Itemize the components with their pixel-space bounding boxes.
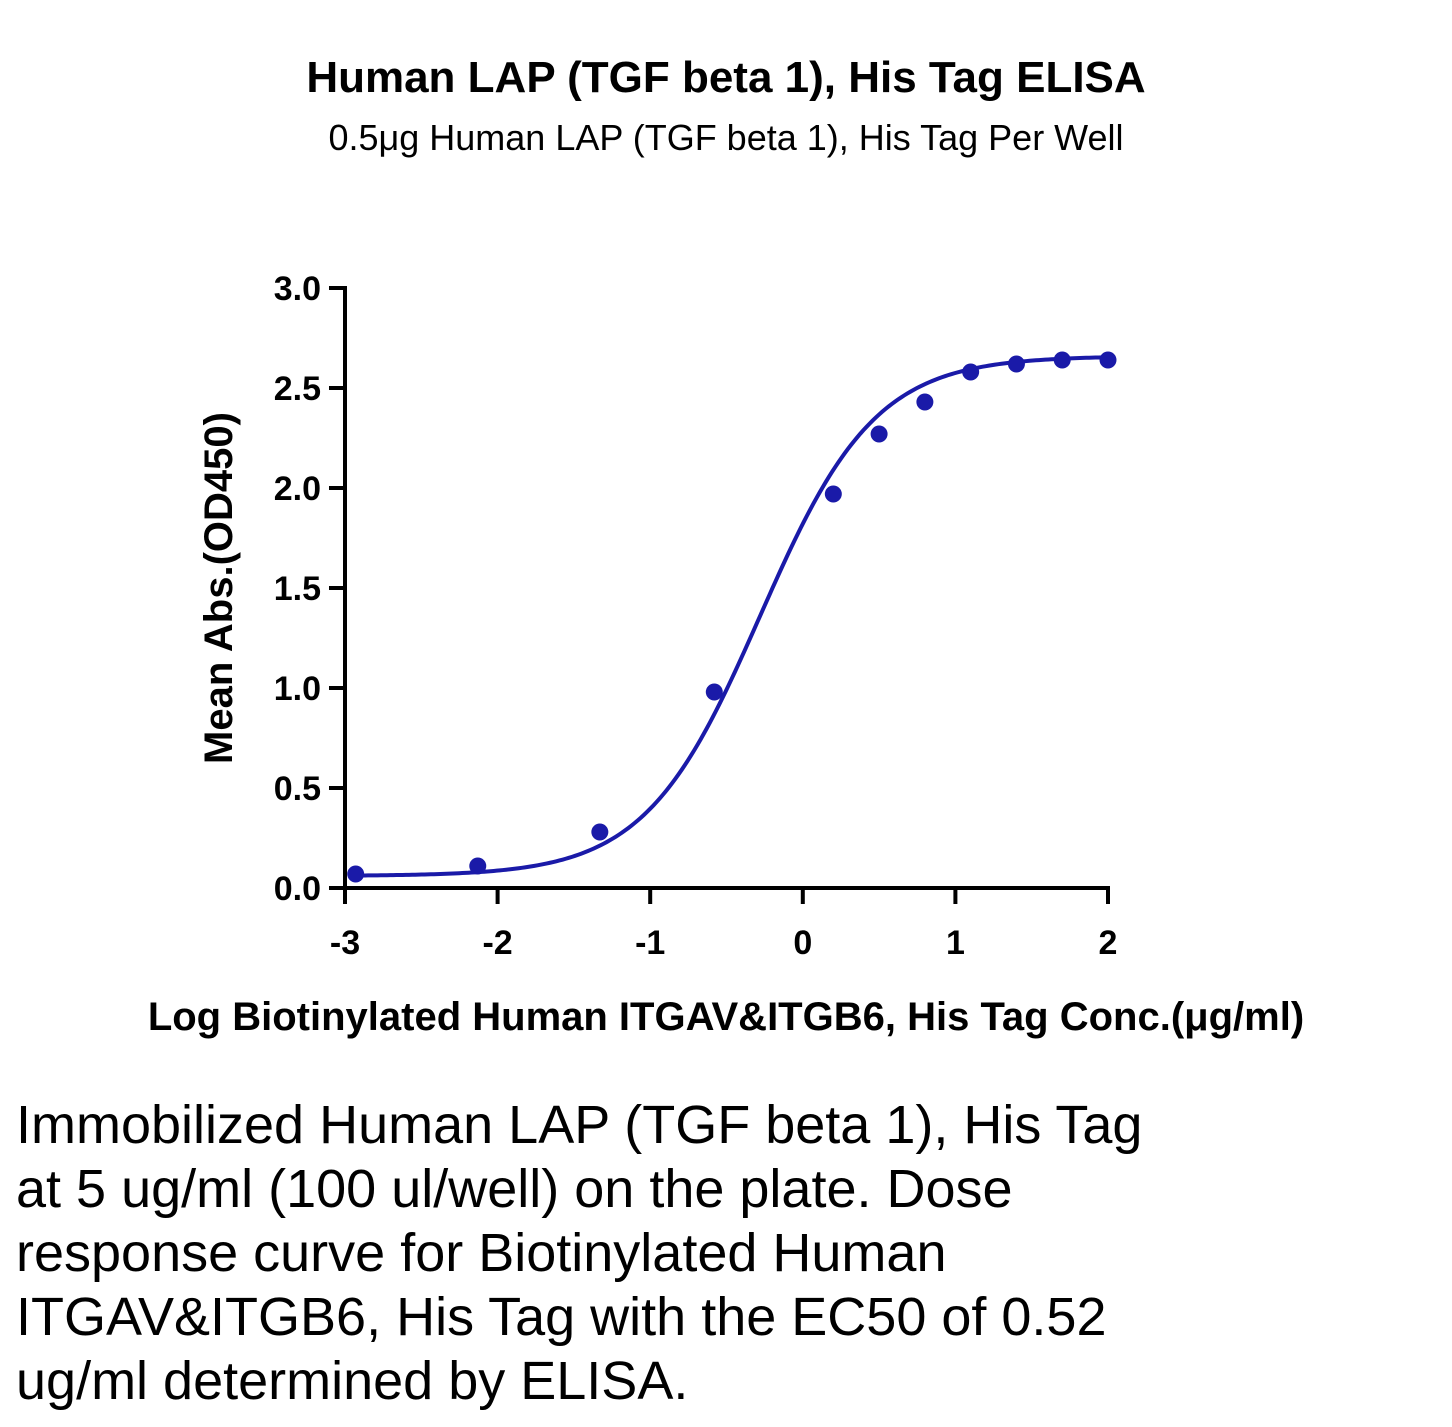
- y-tick-label: 2.5: [274, 370, 321, 408]
- y-axis-label: Mean Abs.(OD450): [197, 412, 241, 764]
- data-point: [347, 865, 365, 883]
- y-tick-label: 1.0: [274, 670, 321, 708]
- data-point: [591, 823, 609, 841]
- caption-line: response curve for Biotinylated Human: [16, 1223, 947, 1283]
- data-point: [1099, 351, 1117, 369]
- x-tick-label: -2: [482, 924, 512, 962]
- data-point: [705, 683, 723, 701]
- x-axis-label: Log Biotinylated Human ITGAV&ITGB6, His …: [148, 995, 1304, 1039]
- y-tick-label: 0.5: [274, 770, 321, 808]
- y-tick-label: 2.0: [274, 470, 321, 508]
- x-tick-label: -1: [635, 924, 665, 962]
- fit-curve: [355, 355, 1109, 878]
- chart-title: Human LAP (TGF beta 1), His Tag ELISA: [306, 53, 1146, 102]
- data-point: [469, 857, 487, 875]
- figure-caption: Immobilized Human LAP (TGF beta 1), His …: [16, 1093, 1416, 1413]
- chart-subtitle: 0.5μg Human LAP (TGF beta 1), His Tag Pe…: [328, 117, 1124, 158]
- dose-response-chart: 0.0 0.5 1.0 1.5 2.0 2.5 3.0 -3 -2 -1 0 1 2 Mean Abs…: [148, 270, 1304, 1039]
- data-point: [870, 425, 888, 443]
- x-tick-label: 0: [793, 924, 812, 962]
- caption-line: at 5 ug/ml (100 ul/well) on the plate. D…: [16, 1159, 1013, 1219]
- data-point: [916, 393, 934, 411]
- x-tick-label: 1: [946, 924, 965, 962]
- caption-line: Immobilized Human LAP (TGF beta 1), His …: [16, 1095, 1143, 1155]
- data-points: [347, 351, 1117, 883]
- data-point: [962, 363, 980, 381]
- data-point: [824, 485, 842, 503]
- data-point: [1007, 355, 1025, 373]
- y-tick-label: 0.0: [274, 870, 321, 908]
- caption-line: ITGAV&ITGB6, His Tag with the EC50 of 0.…: [16, 1287, 1107, 1347]
- x-tick-label: 2: [1099, 924, 1118, 962]
- x-tick-label: -3: [330, 924, 360, 962]
- y-tick-label: 1.5: [274, 570, 321, 608]
- caption-line: ug/ml determined by ELISA.: [16, 1351, 689, 1411]
- x-axis: -3 -2 -1 0 1 2: [330, 886, 1118, 962]
- data-point: [1053, 351, 1071, 369]
- y-axis: 0.0 0.5 1.0 1.5 2.0 2.5 3.0: [274, 270, 347, 908]
- y-tick-label: 3.0: [274, 270, 321, 308]
